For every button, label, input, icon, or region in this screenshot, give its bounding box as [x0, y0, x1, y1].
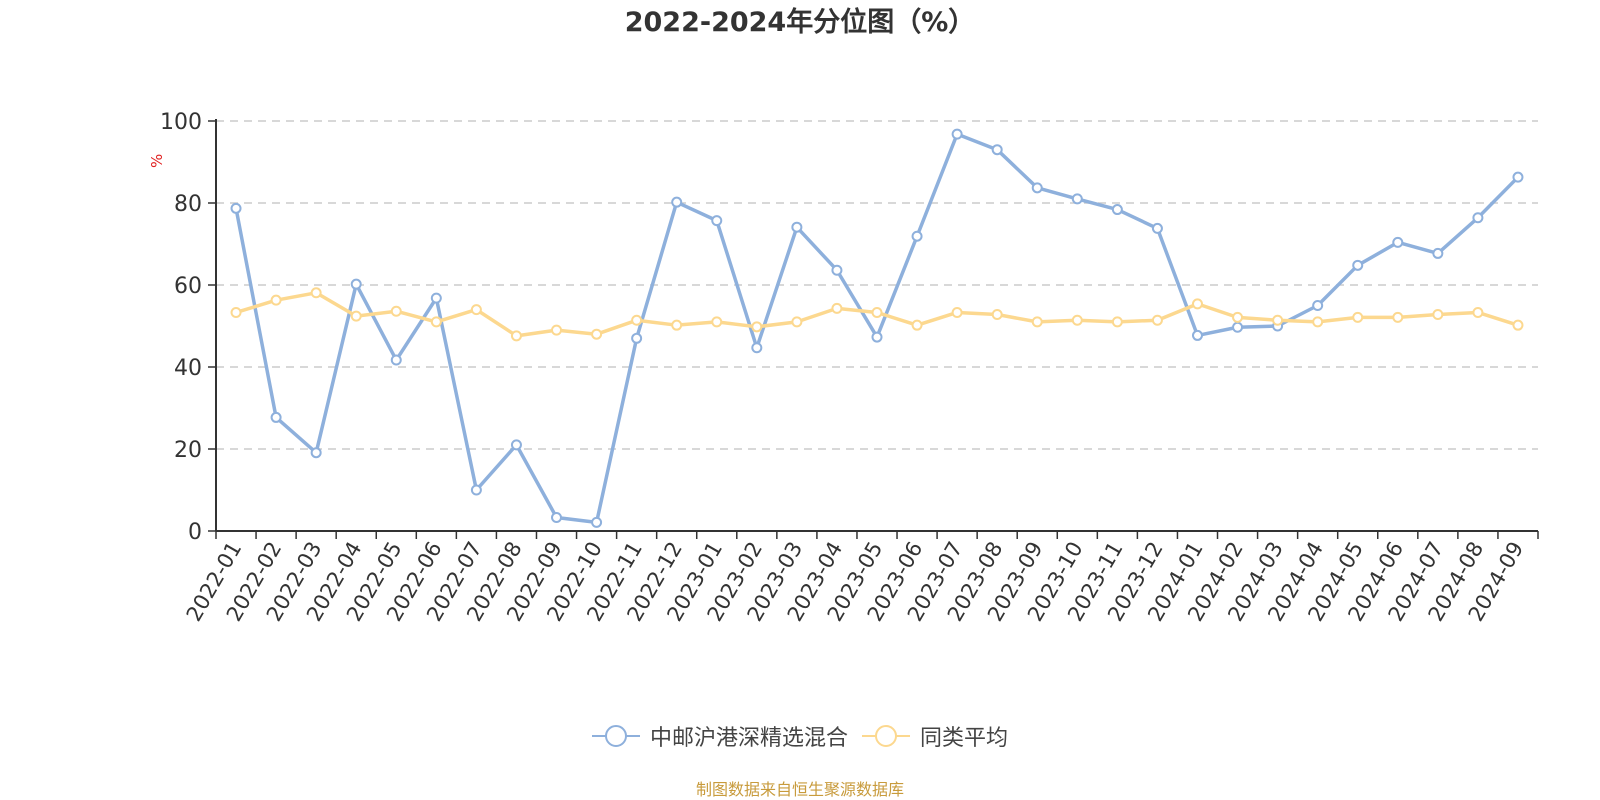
data-point[interactable]: [991, 144, 1003, 156]
data-point[interactable]: [1191, 329, 1203, 341]
data-point[interactable]: [831, 302, 843, 314]
data-point[interactable]: [911, 319, 923, 331]
series-fund: [230, 128, 1524, 528]
data-point[interactable]: [991, 309, 1003, 321]
data-point[interactable]: [711, 316, 723, 328]
data-point[interactable]: [270, 411, 282, 423]
data-point[interactable]: [871, 306, 883, 318]
legend-label: 中邮沪港深精选混合: [649, 726, 848, 751]
data-point[interactable]: [430, 316, 442, 328]
data-source-note: 制图数据来自恒生聚源数据库: [695, 780, 904, 799]
data-point[interactable]: [951, 306, 963, 318]
data-point[interactable]: [1031, 182, 1043, 194]
data-point[interactable]: [430, 292, 442, 304]
data-point[interactable]: [1352, 311, 1364, 323]
y-tick-label: 40: [174, 356, 202, 381]
data-point[interactable]: [1232, 321, 1244, 333]
y-tick-label: 60: [174, 274, 202, 299]
data-point[interactable]: [671, 319, 683, 331]
data-point[interactable]: [1392, 311, 1404, 323]
data-point[interactable]: [310, 287, 322, 299]
data-point[interactable]: [951, 128, 963, 140]
grid-lines: [216, 120, 1538, 450]
data-point[interactable]: [631, 332, 643, 344]
data-point[interactable]: [551, 511, 563, 523]
legend-item-fund[interactable]: 中邮沪港深精选混合: [591, 720, 848, 752]
y-tick-label: 20: [174, 438, 202, 463]
data-point[interactable]: [831, 264, 843, 276]
data-point[interactable]: [390, 305, 402, 317]
data-point[interactable]: [270, 294, 282, 306]
series-line: [234, 132, 1520, 525]
y-axis: 0 20 40 60 80 100: [160, 110, 217, 545]
data-point[interactable]: [591, 328, 603, 340]
data-point[interactable]: [1472, 212, 1484, 224]
data-point[interactable]: [1111, 204, 1123, 216]
data-point[interactable]: [350, 278, 362, 290]
y-axis-unit-label: %: [148, 154, 166, 168]
data-point[interactable]: [310, 447, 322, 459]
legend-item-category-average[interactable]: 同类平均: [862, 720, 1008, 752]
data-point[interactable]: [1432, 309, 1444, 321]
data-point[interactable]: [1111, 316, 1123, 328]
data-point[interactable]: [791, 221, 803, 233]
data-point[interactable]: [470, 304, 482, 316]
data-point[interactable]: [1512, 171, 1524, 183]
data-point[interactable]: [1272, 314, 1284, 326]
data-point[interactable]: [1071, 193, 1083, 205]
data-point[interactable]: [1312, 316, 1324, 328]
data-point[interactable]: [751, 342, 763, 354]
data-point[interactable]: [1232, 311, 1244, 323]
legend-line-circle-icon: [862, 725, 910, 747]
data-point[interactable]: [591, 516, 603, 528]
data-point[interactable]: [350, 310, 362, 322]
data-point[interactable]: [510, 439, 522, 451]
data-point[interactable]: [1472, 306, 1484, 318]
data-point[interactable]: [871, 331, 883, 343]
y-tick-label: 100: [160, 110, 202, 135]
data-point[interactable]: [230, 202, 242, 214]
data-point[interactable]: [1191, 298, 1203, 310]
data-point[interactable]: [1512, 319, 1524, 331]
series-lines: [230, 128, 1524, 528]
data-point[interactable]: [1312, 300, 1324, 311]
data-point[interactable]: [671, 196, 683, 208]
data-point[interactable]: [1071, 314, 1083, 326]
legend-line-circle-icon: [591, 725, 640, 747]
data-point[interactable]: [711, 215, 723, 227]
data-point[interactable]: [911, 230, 923, 242]
data-point[interactable]: [470, 484, 482, 496]
data-point[interactable]: [1151, 222, 1163, 234]
data-point[interactable]: [1031, 316, 1043, 328]
data-point[interactable]: [751, 321, 763, 333]
data-point[interactable]: [791, 316, 803, 328]
data-point[interactable]: [230, 306, 242, 318]
series-category-average: [230, 287, 1524, 342]
data-point[interactable]: [631, 314, 643, 326]
chart-title: 2022-2024年分位图（%）: [624, 7, 976, 38]
data-point[interactable]: [390, 354, 402, 366]
data-point[interactable]: [551, 324, 563, 336]
legend-label: 同类平均: [920, 726, 1009, 751]
data-point[interactable]: [1151, 314, 1163, 326]
legend: 中邮沪港深精选混合 同类平均: [0, 720, 1600, 752]
x-axis: 2022-012022-022022-032022-042022-052022-…: [182, 530, 1539, 625]
data-point[interactable]: [1432, 247, 1444, 259]
y-tick-label: 0: [188, 520, 202, 545]
data-point[interactable]: [1392, 236, 1404, 248]
y-tick-label: 80: [174, 192, 202, 217]
data-point[interactable]: [510, 330, 522, 342]
data-point[interactable]: [1352, 259, 1364, 271]
